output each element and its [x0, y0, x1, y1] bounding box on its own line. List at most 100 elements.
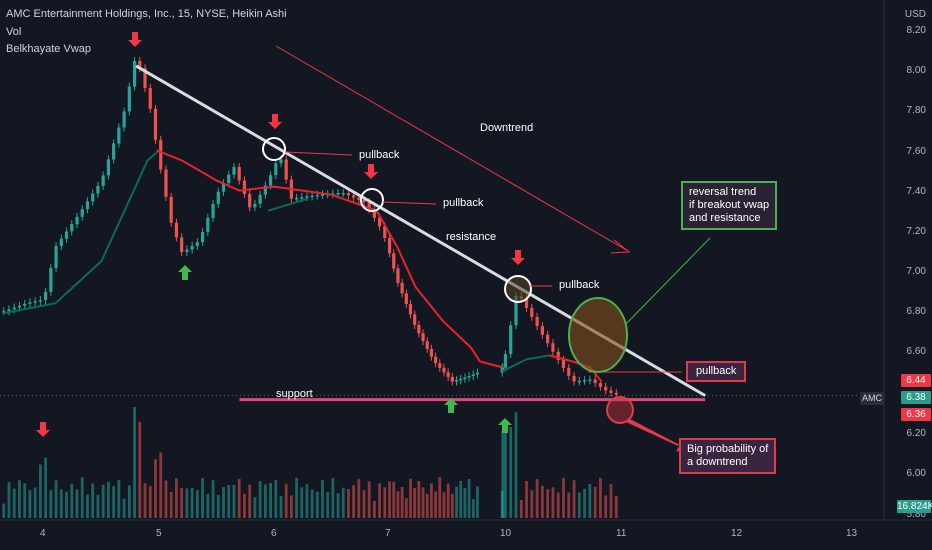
candle-body[interactable]: [503, 354, 508, 368]
candle-body[interactable]: [284, 159, 288, 180]
candle-body[interactable]: [514, 296, 518, 326]
candle-body[interactable]: [38, 299, 42, 302]
candle-body[interactable]: [454, 380, 459, 382]
candle-body[interactable]: [524, 298, 529, 308]
candle-body[interactable]: [556, 351, 560, 360]
candle-body[interactable]: [180, 237, 184, 252]
candle-body[interactable]: [28, 302, 32, 304]
candle-body[interactable]: [75, 216, 79, 225]
candle-body[interactable]: [546, 334, 550, 344]
candle-body[interactable]: [530, 307, 534, 317]
candle-body[interactable]: [577, 380, 581, 383]
candle-body[interactable]: [106, 159, 110, 176]
candle-body[interactable]: [96, 185, 100, 194]
candle-body[interactable]: [583, 380, 587, 382]
candle-body[interactable]: [174, 222, 179, 238]
candle-body[interactable]: [54, 246, 58, 269]
candle-body[interactable]: [49, 268, 53, 292]
candle-body[interactable]: [242, 180, 247, 194]
candle-body[interactable]: [367, 202, 371, 210]
candle-body[interactable]: [352, 195, 356, 198]
candle-body[interactable]: [446, 372, 450, 377]
candle-body[interactable]: [169, 196, 173, 223]
candle-body[interactable]: [206, 217, 210, 232]
indicator-vol[interactable]: Vol: [6, 26, 22, 38]
candle-body[interactable]: [429, 348, 434, 357]
candle-body[interactable]: [450, 376, 454, 382]
candle-body[interactable]: [101, 175, 105, 186]
candle-body[interactable]: [294, 197, 299, 200]
candle-body[interactable]: [216, 191, 220, 204]
candle-body[interactable]: [387, 238, 392, 254]
candle-body[interactable]: [346, 192, 351, 196]
candle-body[interactable]: [33, 301, 37, 303]
candle-body[interactable]: [310, 195, 314, 198]
candle-body[interactable]: [315, 194, 319, 197]
candle-body[interactable]: [331, 193, 335, 195]
indicator-vwap[interactable]: Belkhayate Vwap: [6, 43, 91, 55]
candle-body[interactable]: [253, 203, 257, 208]
candle-body[interactable]: [122, 111, 126, 128]
candle-body[interactable]: [221, 183, 226, 192]
candle-body[interactable]: [442, 367, 446, 373]
candle-body[interactable]: [500, 367, 504, 373]
candle-body[interactable]: [567, 367, 571, 376]
candle-body[interactable]: [408, 303, 413, 315]
candle-body[interactable]: [269, 175, 273, 186]
candle-body[interactable]: [164, 169, 168, 197]
candle-body[interactable]: [434, 356, 438, 364]
candle-body[interactable]: [551, 343, 555, 352]
candle-body[interactable]: [263, 185, 267, 195]
candle-body[interactable]: [336, 192, 340, 195]
candle-body[interactable]: [12, 307, 16, 310]
candle-body[interactable]: [540, 326, 544, 335]
candle-body[interactable]: [438, 363, 442, 368]
candle-body[interactable]: [572, 375, 576, 382]
candle-body[interactable]: [459, 378, 463, 381]
candle-body[interactable]: [279, 159, 283, 164]
candle-body[interactable]: [377, 217, 382, 227]
candle-body[interactable]: [59, 238, 63, 247]
candle-body[interactable]: [211, 203, 215, 218]
candle-body[interactable]: [475, 372, 480, 375]
candle-body[interactable]: [463, 377, 467, 379]
candle-body[interactable]: [471, 374, 475, 377]
candle-body[interactable]: [200, 231, 205, 243]
candle-body[interactable]: [396, 268, 400, 283]
candle-body[interactable]: [190, 245, 194, 250]
candle-body[interactable]: [80, 209, 84, 217]
candle-body[interactable]: [300, 197, 304, 199]
candle-body[interactable]: [609, 390, 613, 393]
candle-body[interactable]: [153, 108, 158, 140]
candle-body[interactable]: [85, 201, 90, 210]
candle-body[interactable]: [274, 163, 278, 176]
candle-body[interactable]: [341, 192, 345, 195]
candle-body[interactable]: [159, 139, 163, 170]
candle-body[interactable]: [112, 143, 116, 160]
candle-body[interactable]: [362, 199, 366, 203]
candle-body[interactable]: [421, 333, 425, 342]
candle-body[interactable]: [305, 196, 309, 198]
candle-body[interactable]: [64, 231, 69, 239]
candle-body[interactable]: [70, 224, 74, 232]
candle-body[interactable]: [248, 193, 252, 208]
candle-body[interactable]: [425, 341, 429, 349]
candle-body[interactable]: [17, 305, 22, 308]
candle-body[interactable]: [258, 194, 262, 204]
candle-body[interactable]: [392, 253, 396, 269]
candle-body[interactable]: [413, 314, 417, 325]
candle-body[interactable]: [509, 325, 513, 355]
candle-body[interactable]: [417, 324, 421, 334]
candle-body[interactable]: [614, 392, 618, 395]
candle-body[interactable]: [195, 242, 199, 246]
candle-body[interactable]: [138, 60, 142, 69]
candle-body[interactable]: [237, 167, 241, 181]
candle-body[interactable]: [320, 194, 325, 196]
candle-body[interactable]: [91, 193, 95, 202]
candle-body[interactable]: [227, 174, 231, 184]
candle-body[interactable]: [588, 379, 592, 382]
candle-body[interactable]: [372, 209, 376, 218]
candle-body[interactable]: [185, 249, 189, 252]
candle-body[interactable]: [127, 86, 131, 112]
